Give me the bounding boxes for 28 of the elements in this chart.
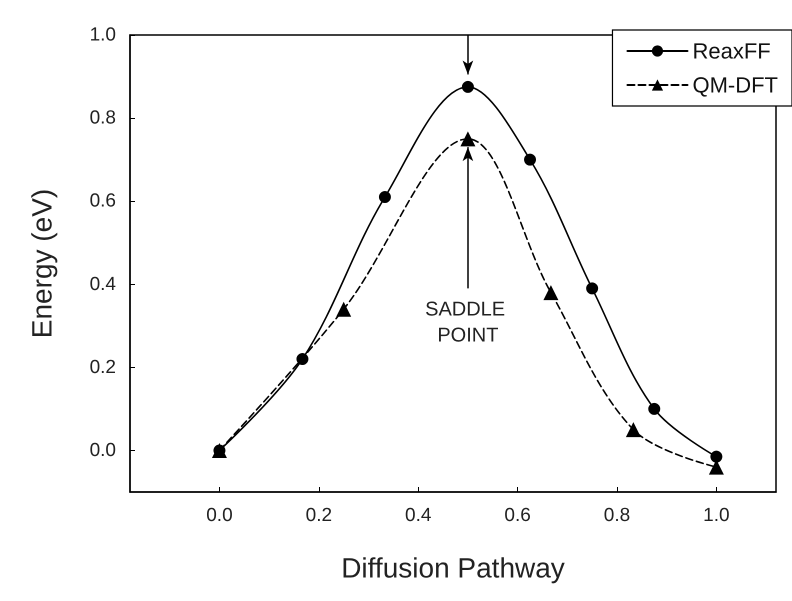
- point: [586, 282, 598, 294]
- y-tick-label: 0.8: [90, 108, 116, 129]
- point: [626, 422, 641, 438]
- point: [336, 302, 352, 317]
- annotation: SADDLE POINT: [425, 298, 511, 346]
- point: [378, 191, 391, 204]
- legend-label: ReaxFF: [692, 38, 771, 64]
- x-tick-label: 0.6: [504, 505, 531, 526]
- x-tick-label: 0.8: [604, 505, 630, 526]
- point: [462, 80, 474, 93]
- point: [543, 285, 558, 300]
- x-axis-title: Diffusion Pathway: [341, 552, 565, 584]
- y-tick-label: 0.6: [90, 190, 116, 212]
- y-tick-label: 1.0: [90, 24, 116, 46]
- x-tick-label: 0.4: [405, 505, 432, 526]
- y-axis-title: Energy (eV): [26, 188, 58, 338]
- x-tick-label: 1.0: [703, 505, 730, 526]
- legend-label: QM-DFT: [692, 72, 778, 98]
- y-tick-label: 0.4: [90, 274, 116, 295]
- point: [296, 353, 308, 366]
- point: [524, 154, 536, 166]
- x-tick-label: 0.0: [206, 505, 233, 526]
- y-tick-label: 0.0: [90, 440, 116, 461]
- point: [648, 402, 660, 415]
- point: [460, 131, 476, 146]
- x-tick-label: 0.2: [306, 505, 332, 526]
- point: [710, 450, 722, 463]
- y-tick-label: 0.2: [90, 356, 116, 378]
